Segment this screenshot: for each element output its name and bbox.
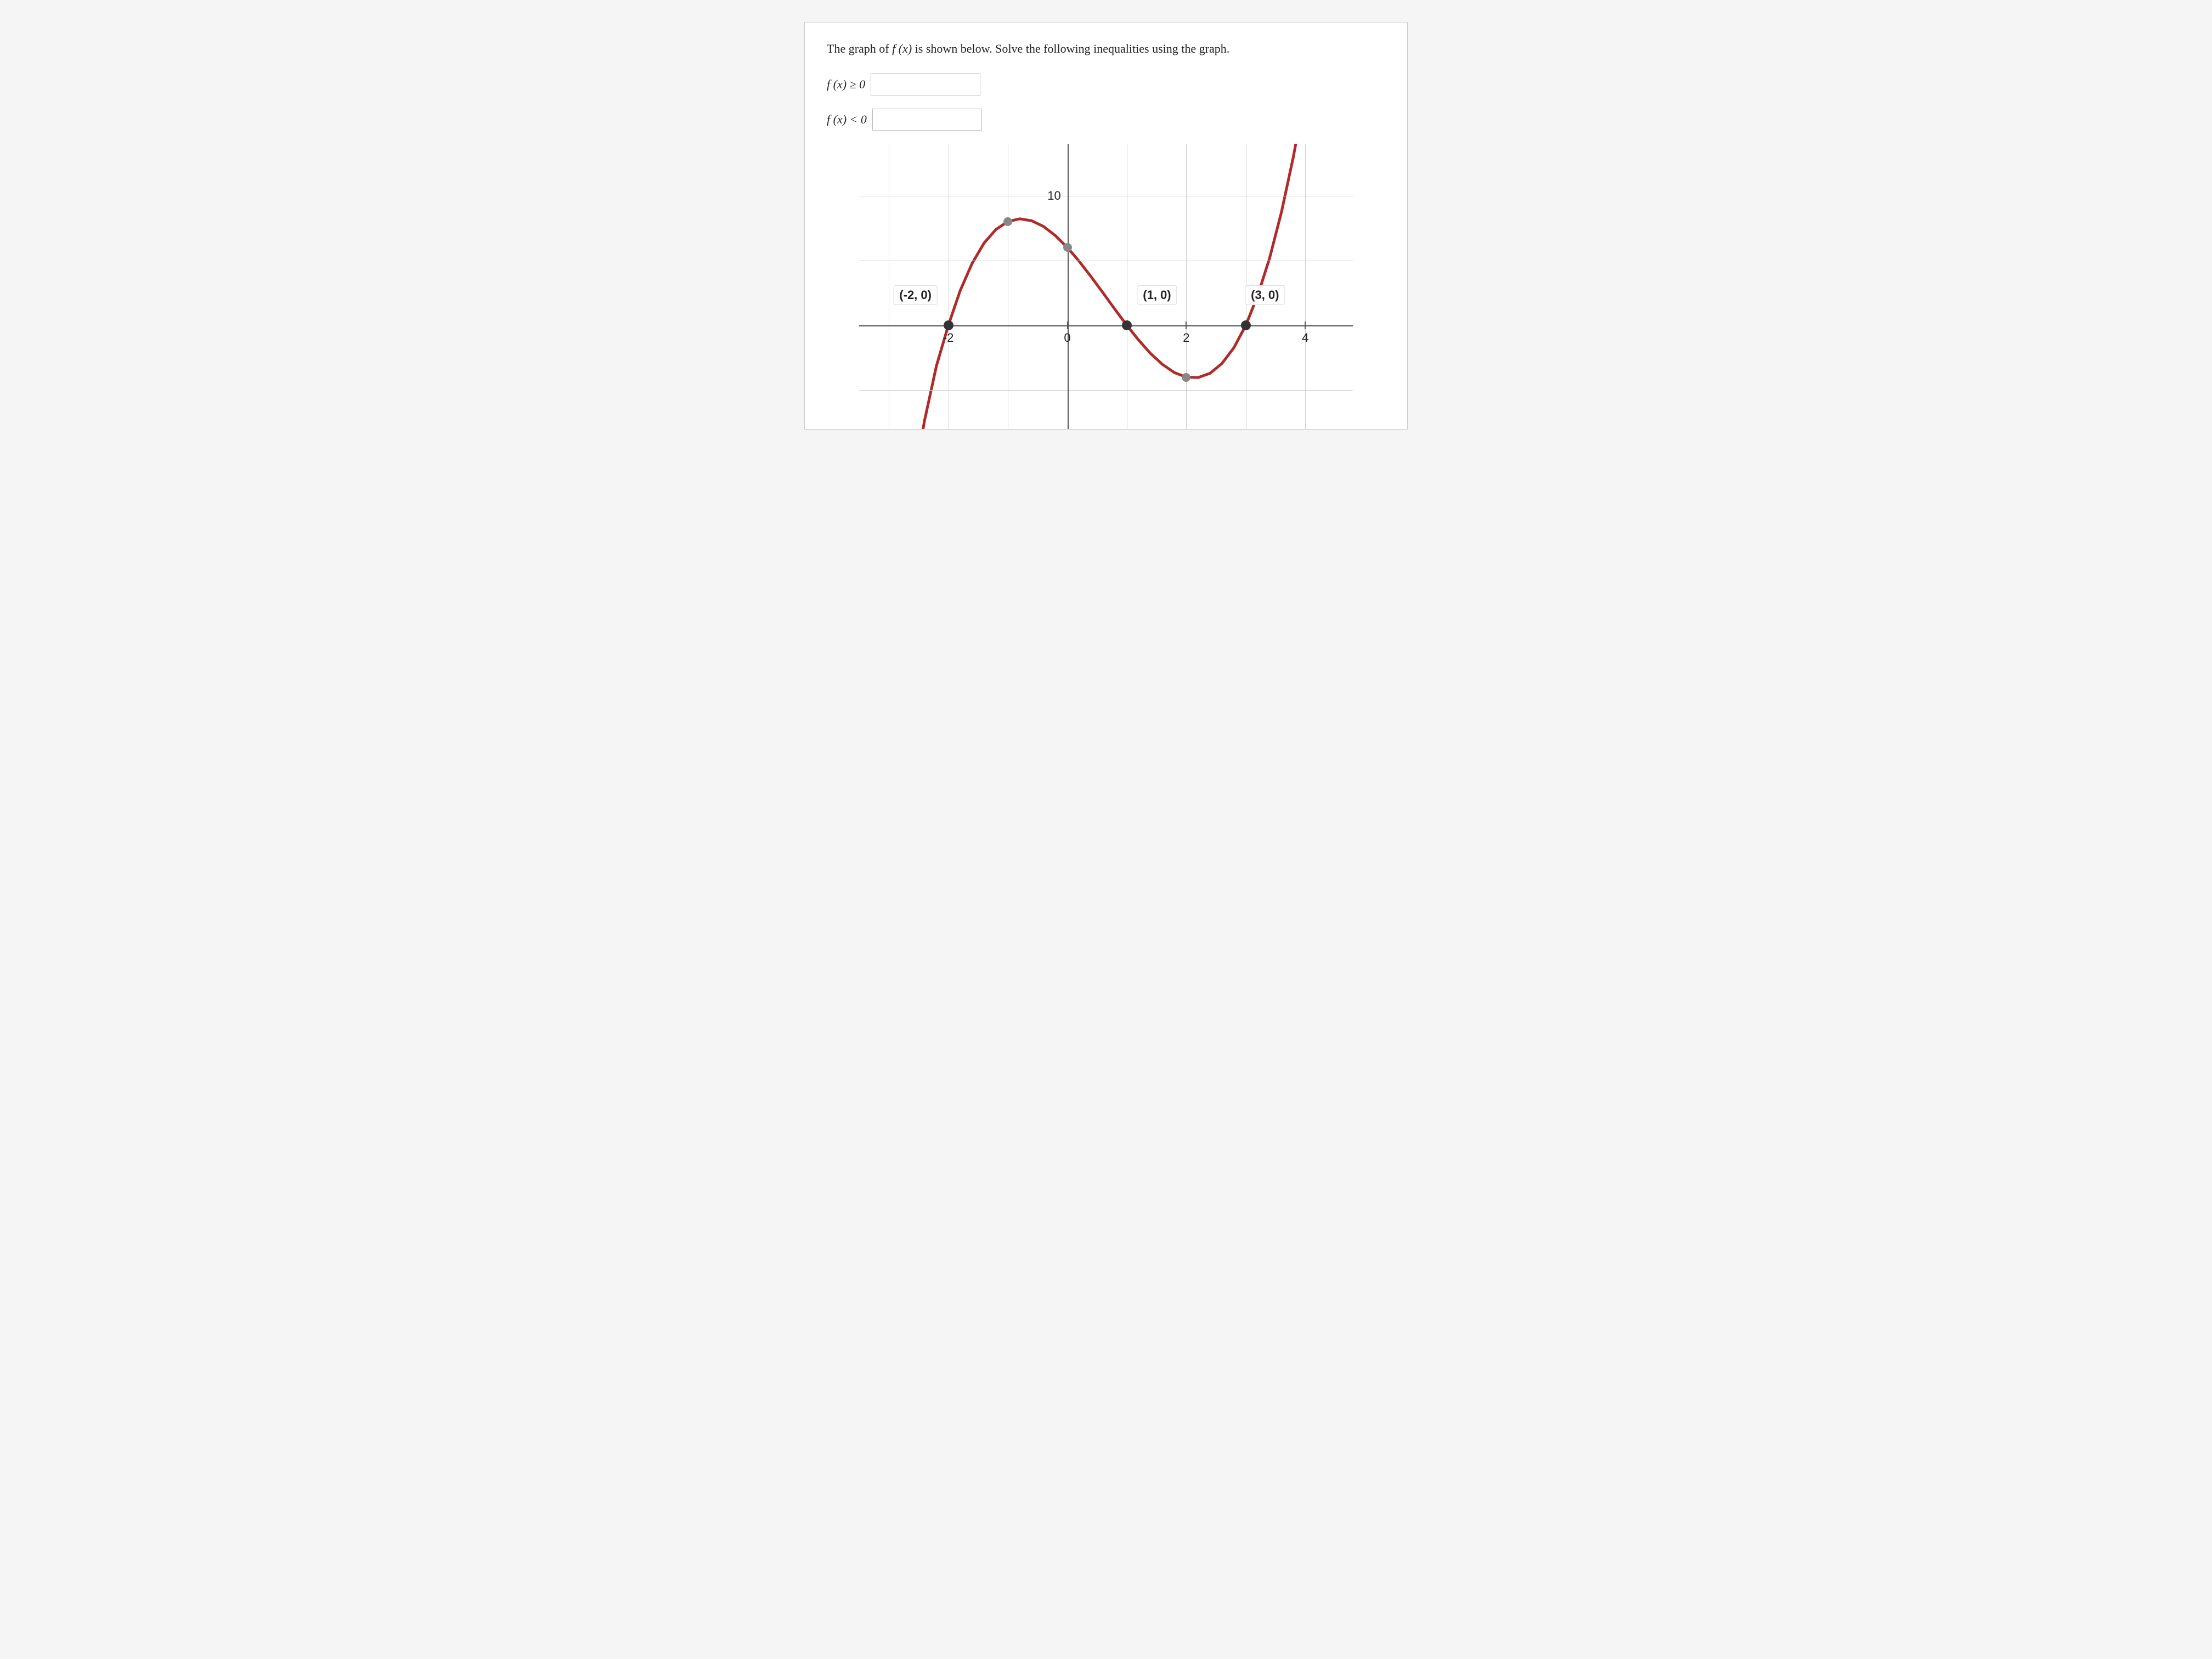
x-tick [1067, 321, 1068, 329]
chart: -2 0 2 4 10 (-2, 0) (1, 0) (3, 0) [859, 144, 1353, 429]
ineq1-input[interactable] [871, 74, 980, 95]
y-tick-label: 10 [1047, 189, 1060, 203]
question-card: The graph of f (x) is shown below. Solve… [804, 22, 1408, 430]
inequality-row-1: f (x) ≥ 0 [827, 74, 1385, 95]
x-tick-label: 0 [1064, 331, 1070, 345]
x-tick-label: -2 [943, 331, 954, 345]
x-axis [859, 325, 1353, 326]
point-label: (3, 0) [1245, 285, 1285, 305]
curve-dot [1182, 373, 1190, 382]
grid-line-h [859, 390, 1353, 391]
prompt-part1: The graph of [827, 42, 892, 55]
prompt-fx: f (x) [892, 42, 912, 55]
curve-dot [1003, 217, 1012, 226]
x-tick-label: 4 [1302, 331, 1308, 345]
grid-line-v [1186, 144, 1187, 429]
x-tick-label: 2 [1183, 331, 1189, 345]
chart-wrap: -2 0 2 4 10 (-2, 0) (1, 0) (3, 0) [827, 144, 1385, 429]
point-label: (1, 0) [1137, 285, 1177, 305]
root-dot [1122, 320, 1132, 330]
grid-line-v [1305, 144, 1306, 429]
curve-dot [1063, 243, 1072, 252]
ineq2-input[interactable] [872, 109, 982, 131]
prompt-text: The graph of f (x) is shown below. Solve… [827, 39, 1385, 58]
root-dot [944, 320, 953, 330]
ineq2-label: f (x) < 0 [827, 112, 867, 127]
point-label: (-2, 0) [893, 285, 938, 305]
root-dot [1241, 320, 1251, 330]
prompt-part2: is shown below. Solve the following ineq… [912, 42, 1229, 55]
x-tick [1186, 321, 1187, 329]
y-axis [1068, 144, 1069, 429]
inequality-row-2: f (x) < 0 [827, 109, 1385, 131]
x-tick [1305, 321, 1306, 329]
ineq1-label: f (x) ≥ 0 [827, 77, 865, 92]
